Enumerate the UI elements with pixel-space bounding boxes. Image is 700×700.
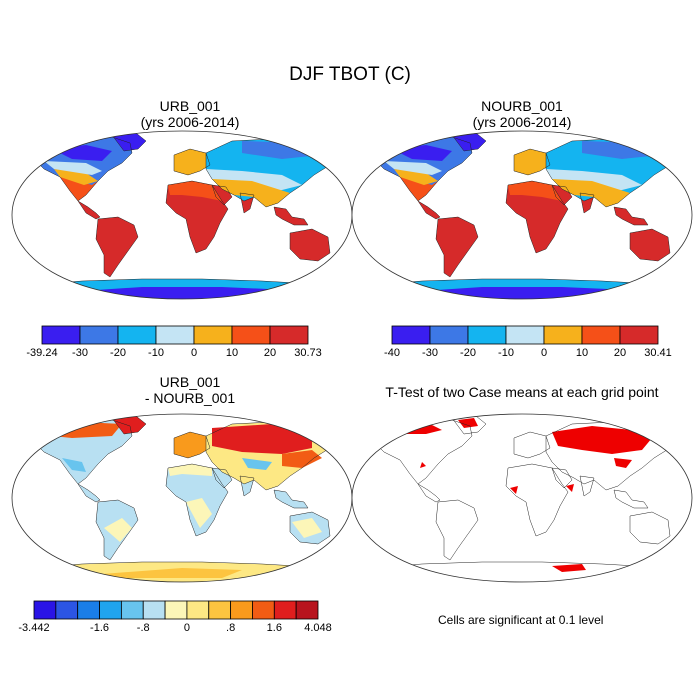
colorbar-tick-label: -.8: [136, 622, 150, 634]
panel-nourb-title: NOURB_001 (yrs 2006-2014): [362, 98, 682, 130]
colorbar-tick-label: 10: [225, 347, 239, 359]
colorbar-tick-label: -20: [460, 347, 476, 359]
colorbar-box: [208, 600, 232, 620]
colorbar-tick-label: 30.73: [294, 347, 322, 359]
colorbar-box: [467, 325, 507, 345]
colorbar-box: [543, 325, 583, 345]
panel-ttest-title: T-Test of two Case means at each grid po…: [385, 384, 659, 400]
colorbar-diff: [33, 600, 319, 620]
panel-urb-title: URB_001 (yrs 2006-2014): [30, 98, 350, 130]
colorbar-urb: [41, 325, 309, 345]
colorbar-tick-label: -3.442: [18, 622, 50, 634]
colorbar-box: [41, 325, 81, 345]
panel-diff-title-line1: URB_001: [159, 374, 221, 390]
colorbar-tick-label: 20: [263, 347, 277, 359]
colorbar-tick-label: -20: [110, 347, 126, 359]
colorbar-box: [429, 325, 469, 345]
panel-diff-title-line2: - NOURB_001: [144, 390, 236, 406]
colorbar-box: [120, 600, 144, 620]
colorbar-box: [186, 600, 210, 620]
colorbar-tick-label: 0: [190, 347, 198, 359]
colorbar-box: [55, 600, 79, 620]
colorbar-tick-label: -40: [384, 347, 400, 359]
colorbar-box: [295, 600, 319, 620]
colorbar-box: [99, 600, 122, 620]
colorbar-tick-label: -10: [498, 347, 514, 359]
colorbar-nourb: [391, 325, 659, 345]
colorbar-box: [117, 325, 157, 345]
colorbar-box: [391, 325, 431, 345]
colorbar-tick-label: -30: [72, 347, 88, 359]
colorbar-box: [164, 600, 188, 620]
colorbar-tick-label: 4.048: [304, 622, 332, 634]
colorbar-box: [581, 325, 621, 345]
colorbar-box: [273, 600, 297, 620]
colorbar-tick-label: -39.24: [26, 347, 58, 359]
colorbar-box: [231, 325, 271, 345]
colorbar-box: [77, 600, 100, 620]
colorbar-box: [193, 325, 233, 345]
colorbar-box: [33, 600, 57, 620]
colorbar-tick-label: 10: [575, 347, 589, 359]
panel-urb-title-line2: (yrs 2006-2014): [140, 114, 240, 130]
map-nourb: [351, 130, 693, 300]
colorbar-box: [505, 325, 545, 345]
colorbar-tick-label: 0: [540, 347, 548, 359]
colorbar-box: [155, 325, 195, 345]
figure-title: DJF TBOT (C): [289, 64, 411, 85]
colorbar-tick-label: -10: [148, 347, 164, 359]
colorbar-box: [142, 600, 166, 620]
colorbar-tick-label: 20: [613, 347, 627, 359]
colorbar-tick-label: 0: [183, 622, 190, 634]
map-ttest: [351, 413, 693, 583]
panel-nourb-title-line1: NOURB_001: [481, 98, 563, 114]
colorbar-tick-label: 30.41: [644, 347, 672, 359]
panel-diff-title: URB_001 - NOURB_001: [30, 374, 350, 406]
map-urb: [11, 130, 353, 300]
colorbar-tick-label: 1.6: [266, 622, 282, 634]
colorbar-box: [619, 325, 659, 345]
colorbar-tick-label: -30: [422, 347, 438, 359]
panel-urb-title-line1: URB_001: [159, 98, 221, 114]
colorbar-box: [252, 600, 275, 620]
colorbar-tick-label: -1.6: [90, 622, 110, 634]
colorbar-tick-label: .8: [226, 622, 236, 634]
colorbar-box: [230, 600, 253, 620]
significance-note: Cells are significant at 0.1 level: [438, 613, 604, 627]
panel-nourb-title-line2: (yrs 2006-2014): [472, 114, 572, 130]
colorbar-box: [79, 325, 119, 345]
map-diff: [11, 413, 353, 583]
colorbar-box: [269, 325, 309, 345]
